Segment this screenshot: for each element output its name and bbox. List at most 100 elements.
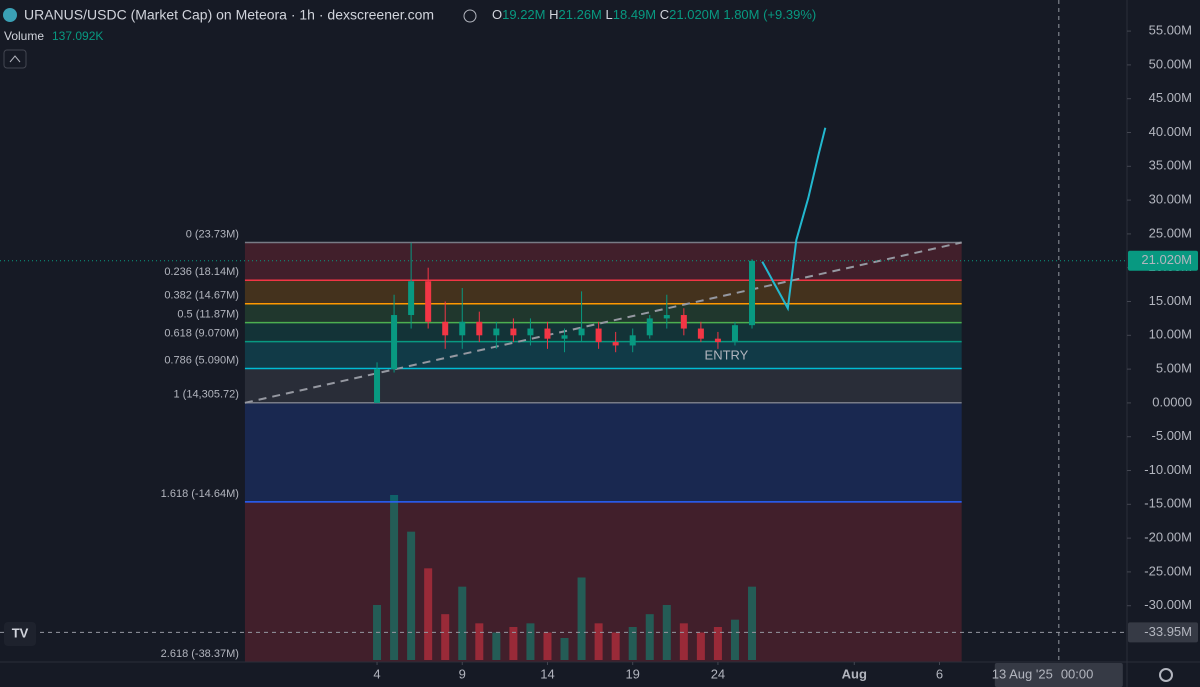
candle-body xyxy=(680,315,687,329)
volume-bar xyxy=(407,531,416,660)
volume-bar xyxy=(424,568,433,660)
y-tick-label: -30.00M xyxy=(1144,597,1192,612)
y-tick-label: 25.00M xyxy=(1149,225,1192,240)
collapse-icon xyxy=(9,55,21,63)
ohlc-value: 19.22M xyxy=(502,7,545,22)
volume-bar xyxy=(390,495,399,660)
x-tick-label: 6 xyxy=(936,666,943,681)
candle-body xyxy=(595,328,602,343)
fib-zone xyxy=(244,341,962,369)
collapse-button[interactable] xyxy=(3,49,27,69)
candle-body xyxy=(663,315,670,319)
candle-body xyxy=(612,342,619,346)
candle-body xyxy=(459,321,466,336)
logo-mark: TV xyxy=(12,625,29,640)
candle-body xyxy=(391,315,398,370)
last-price-label: 21.020M xyxy=(1141,252,1192,267)
volume-bar xyxy=(730,619,739,660)
ohlc-key: H xyxy=(549,7,558,22)
ohlc-value: 18.49M xyxy=(613,7,656,22)
fib-zone xyxy=(244,501,962,662)
ohlc-key: L xyxy=(606,7,613,22)
ohlc-key: O xyxy=(492,7,502,22)
fib-zone xyxy=(244,280,962,304)
trendline xyxy=(244,241,962,404)
candle-body xyxy=(476,321,483,336)
y-tick-label: 45.00M xyxy=(1149,90,1192,105)
volume-bar xyxy=(492,632,501,660)
volume-bar xyxy=(713,627,722,660)
ohlc-value: 21.020M xyxy=(669,7,720,22)
volume-bar xyxy=(509,627,518,660)
crosshair-x-label: 13 Aug '25 xyxy=(992,666,1053,681)
volume-bar xyxy=(560,638,569,660)
y-tick-label: 10.00M xyxy=(1149,327,1192,342)
fib-label: 1.618 (-14.64M) xyxy=(161,488,239,500)
visibility-icon[interactable] xyxy=(463,9,477,23)
ohlc-value: 21.26M xyxy=(559,7,602,22)
x-tick-label: Aug xyxy=(842,666,867,681)
volume-bar xyxy=(628,627,637,660)
volume-bar xyxy=(696,632,705,660)
fib-label: 2.618 (-38.37M) xyxy=(161,648,239,660)
volume-value: 137.092K xyxy=(52,29,103,43)
candle-body xyxy=(646,318,653,336)
fib-label: 0.236 (18.14M) xyxy=(164,266,239,278)
fib-label: 0.5 (11.87M) xyxy=(177,309,239,321)
plot-area: 0 (23.73M) 0.236 (18.14M) 0.382 (14.67M) 0.… xyxy=(0,0,1127,662)
volume-bar xyxy=(577,577,586,660)
volume-bar xyxy=(543,632,552,660)
candle-body xyxy=(442,321,449,336)
x-tick-label: 19 xyxy=(625,666,639,681)
volume-bar xyxy=(748,586,757,660)
volume-bar xyxy=(475,623,484,660)
candle-body xyxy=(629,335,636,346)
token-icon xyxy=(3,8,17,22)
change: 1.80M (+9.39%) xyxy=(723,7,816,22)
y-tick-label: 0.0000 xyxy=(1152,394,1192,409)
y-tick-label: 5.00M xyxy=(1156,361,1192,376)
x-tick-label: 14 xyxy=(540,666,554,681)
volume-bar xyxy=(645,614,654,660)
candle-body xyxy=(697,328,704,339)
crosshair-y-box xyxy=(1128,622,1198,643)
candle-body xyxy=(544,328,551,339)
fib-label: 0.382 (14.67M) xyxy=(164,290,239,302)
candle-body xyxy=(493,328,500,336)
candle-body xyxy=(408,281,415,316)
y-tick-label: -25.00M xyxy=(1144,563,1192,578)
volume-bar xyxy=(679,623,688,660)
volume-bar xyxy=(526,623,535,660)
volume-bar xyxy=(458,586,467,660)
entry-label: ENTRY xyxy=(705,348,749,363)
y-tick-label: 55.00M xyxy=(1149,23,1192,38)
y-tick-label: 15.00M xyxy=(1149,293,1192,308)
ohlc-key: C xyxy=(660,7,669,22)
candle-body xyxy=(749,260,756,326)
y-tick-label: 30.00M xyxy=(1149,192,1192,207)
candle-body xyxy=(578,328,585,336)
y-tick-label: -10.00M xyxy=(1144,462,1192,477)
x-tick-label: 24 xyxy=(711,666,725,681)
crosshair-y-label: -33.95M xyxy=(1144,624,1192,639)
candle-body xyxy=(425,281,432,322)
y-tick-label: 50.00M xyxy=(1149,56,1192,71)
crosshair-x-box xyxy=(994,663,1123,687)
candle-body xyxy=(510,328,517,336)
crosshair-time-label: 00:00 xyxy=(1061,666,1094,681)
y-tick-label: -5.00M xyxy=(1152,428,1192,443)
volume-bar xyxy=(611,632,620,660)
y-tick-label: -20.00M xyxy=(1144,530,1192,545)
candle-body xyxy=(731,325,738,343)
tradingview-logo[interactable] xyxy=(4,622,36,646)
fib-zone xyxy=(244,242,962,281)
ohlc-legend: O19.22M H21.26M L18.49M C21.020M 1.80M (… xyxy=(492,7,816,22)
volume-bar xyxy=(441,614,450,660)
fib-label: 0.786 (5.090M) xyxy=(164,354,239,366)
chart-title: URANUS/USDC (Market Cap) on Meteora · 1h… xyxy=(24,7,434,23)
projection-path xyxy=(761,127,827,312)
settings-icon[interactable] xyxy=(1159,668,1173,682)
fib-zone xyxy=(244,402,962,502)
